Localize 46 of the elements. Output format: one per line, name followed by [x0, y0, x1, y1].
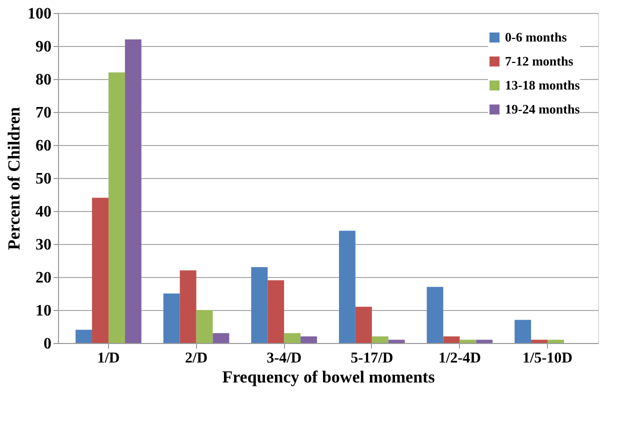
x-axis-title: Frequency of bowel moments [222, 368, 436, 386]
legend-label: 0-6 months [505, 30, 567, 44]
legend-label: 7-12 months [505, 54, 574, 68]
legend-label: 19-24 months [505, 102, 580, 116]
bar [284, 333, 301, 343]
y-tick-label: 50 [36, 170, 52, 188]
bar [426, 286, 444, 343]
y-tick-label: 90 [36, 38, 52, 56]
bar [355, 306, 372, 343]
bar [548, 340, 564, 343]
bar [460, 340, 476, 343]
bar [372, 336, 388, 343]
y-axis-title: Percent of Children [4, 106, 24, 250]
x-tick-label: 1/D [97, 350, 120, 366]
bar [180, 270, 196, 343]
bar [92, 198, 108, 343]
y-tick-label: 0 [44, 336, 52, 352]
bar [531, 340, 548, 343]
legend-label: 13-18 months [505, 78, 580, 92]
x-tick-label: 1/5-10D [522, 350, 573, 366]
bar [108, 72, 125, 343]
bar [268, 280, 284, 343]
y-tick-label: 60 [36, 138, 52, 154]
bar [514, 320, 532, 343]
x-tick-label: 3-4/D [266, 350, 302, 366]
bar [76, 330, 92, 343]
y-tick-label: 20 [36, 270, 52, 286]
bar [212, 333, 230, 343]
bar [300, 336, 318, 343]
y-tick-label: 80 [36, 72, 52, 88]
x-tick-label: 1/2-4D [438, 350, 482, 366]
y-tick-label: 30 [36, 236, 52, 254]
bar [476, 340, 493, 343]
bar [163, 294, 180, 343]
y-tick-label: 70 [36, 104, 52, 122]
y-tick-label: 100 [28, 6, 52, 22]
bar [196, 310, 213, 343]
y-tick-label: 40 [36, 204, 52, 220]
x-tick-label: 5-17/D [350, 350, 394, 366]
bar [251, 267, 268, 343]
bar [124, 39, 142, 343]
bar [388, 340, 405, 343]
bar [338, 230, 356, 343]
x-tick-label: 2/D [185, 350, 208, 366]
bar [443, 336, 460, 343]
y-tick-label: 10 [36, 302, 52, 320]
